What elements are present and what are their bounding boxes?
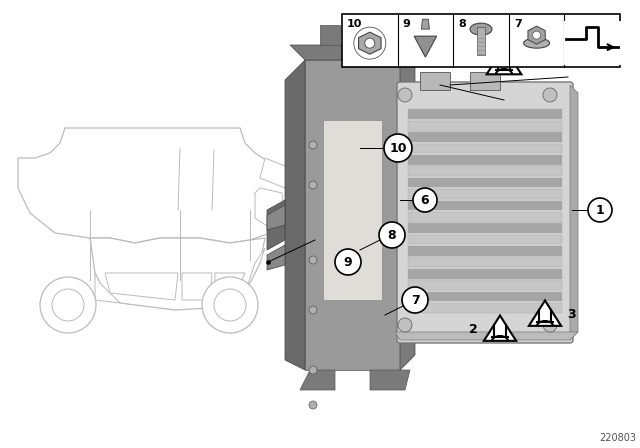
- Text: 4: 4: [593, 32, 602, 45]
- Polygon shape: [414, 36, 436, 57]
- Polygon shape: [400, 45, 415, 370]
- Text: 7: 7: [411, 293, 419, 306]
- Bar: [408, 303, 562, 313]
- Polygon shape: [267, 205, 285, 230]
- Polygon shape: [285, 60, 305, 370]
- Bar: [408, 246, 562, 256]
- Polygon shape: [290, 45, 415, 60]
- Text: 8: 8: [458, 18, 466, 29]
- Circle shape: [309, 181, 317, 189]
- Bar: [408, 269, 562, 279]
- Circle shape: [532, 31, 541, 39]
- Polygon shape: [358, 32, 381, 54]
- Bar: [408, 201, 562, 210]
- Circle shape: [309, 256, 317, 264]
- Circle shape: [543, 88, 557, 102]
- Text: 5: 5: [472, 55, 481, 68]
- Bar: [408, 178, 562, 187]
- Circle shape: [309, 366, 317, 374]
- Polygon shape: [215, 273, 245, 298]
- Circle shape: [40, 277, 96, 333]
- Polygon shape: [549, 22, 587, 52]
- Text: 2: 2: [469, 323, 478, 336]
- Bar: [408, 235, 562, 245]
- Circle shape: [398, 318, 412, 332]
- Circle shape: [52, 289, 84, 321]
- Polygon shape: [320, 25, 340, 45]
- Text: 10: 10: [389, 142, 407, 155]
- Polygon shape: [486, 47, 522, 74]
- Bar: [477, 27, 485, 55]
- Bar: [408, 109, 562, 119]
- Text: 1: 1: [596, 203, 604, 216]
- Circle shape: [543, 318, 557, 332]
- Polygon shape: [570, 85, 578, 340]
- Bar: [420, 72, 450, 90]
- Text: 9: 9: [344, 255, 352, 268]
- Polygon shape: [360, 25, 380, 45]
- Bar: [408, 121, 562, 130]
- Polygon shape: [105, 273, 178, 300]
- Text: 220803: 220803: [599, 433, 636, 443]
- Polygon shape: [260, 158, 290, 188]
- Bar: [408, 132, 562, 142]
- Polygon shape: [300, 370, 335, 390]
- Bar: [408, 212, 562, 222]
- Polygon shape: [255, 188, 285, 228]
- Text: 7: 7: [514, 18, 522, 29]
- Polygon shape: [182, 273, 212, 300]
- Bar: [408, 292, 562, 302]
- Polygon shape: [528, 26, 545, 44]
- Polygon shape: [267, 245, 285, 270]
- Bar: [408, 223, 562, 233]
- Text: 6: 6: [420, 194, 429, 207]
- Polygon shape: [370, 370, 410, 390]
- Polygon shape: [529, 301, 561, 326]
- Circle shape: [402, 287, 428, 313]
- Polygon shape: [95, 273, 120, 303]
- Circle shape: [309, 401, 317, 409]
- Bar: [408, 155, 562, 165]
- Text: 9: 9: [403, 18, 410, 29]
- Polygon shape: [18, 128, 290, 243]
- Bar: [408, 144, 562, 153]
- Polygon shape: [484, 315, 516, 341]
- Bar: [408, 280, 562, 290]
- Bar: [305, 60, 400, 370]
- Bar: [408, 258, 562, 267]
- Ellipse shape: [470, 23, 492, 35]
- Circle shape: [202, 277, 258, 333]
- Text: 3: 3: [567, 308, 576, 321]
- Polygon shape: [267, 200, 285, 250]
- Ellipse shape: [524, 38, 550, 48]
- Circle shape: [588, 198, 612, 222]
- Bar: [408, 189, 562, 199]
- Bar: [342, 14, 620, 67]
- Circle shape: [335, 249, 361, 275]
- Circle shape: [413, 188, 437, 212]
- Text: 8: 8: [388, 228, 396, 241]
- Bar: [564, 21, 622, 65]
- Circle shape: [398, 88, 412, 102]
- Circle shape: [309, 141, 317, 149]
- Bar: [408, 166, 562, 176]
- Polygon shape: [235, 248, 265, 298]
- Circle shape: [365, 38, 375, 48]
- Text: 10: 10: [347, 18, 362, 29]
- Polygon shape: [395, 332, 578, 340]
- Polygon shape: [90, 238, 265, 310]
- Bar: [470, 72, 500, 90]
- Polygon shape: [421, 19, 429, 29]
- Circle shape: [214, 289, 246, 321]
- Circle shape: [384, 134, 412, 162]
- Circle shape: [379, 222, 405, 248]
- FancyBboxPatch shape: [397, 82, 573, 343]
- Circle shape: [309, 306, 317, 314]
- Bar: [323, 120, 382, 300]
